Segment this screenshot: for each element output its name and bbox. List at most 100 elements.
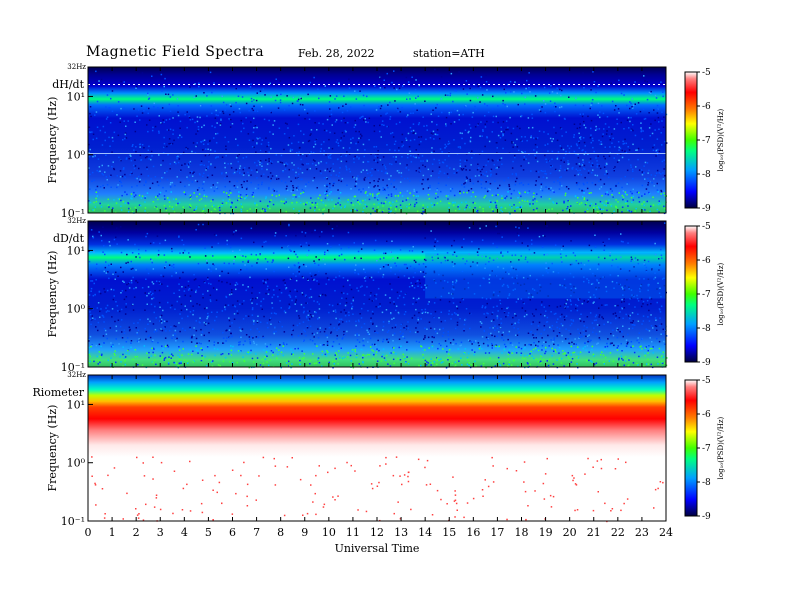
spectrogram-pixel — [245, 194, 248, 196]
spectrogram-pixel — [118, 343, 120, 345]
spectrogram-pixel — [506, 284, 509, 287]
spectrogram-pixel — [592, 272, 594, 275]
spectrogram-pixel — [149, 291, 152, 293]
spectrogram-pixel — [203, 321, 205, 324]
spectrogram-pixel — [480, 322, 483, 325]
spectrogram-pixel — [625, 339, 628, 341]
spectrogram-pixel — [88, 346, 91, 349]
spectrogram-pixel — [236, 361, 238, 364]
spectrogram-pixel — [137, 329, 140, 332]
spectrogram-pixel — [620, 355, 623, 357]
spectrogram-pixel — [650, 90, 652, 93]
spectrogram-pixel — [526, 200, 529, 203]
spectrogram-pixel — [660, 190, 663, 193]
spectrogram-pixel — [230, 162, 232, 165]
spectrogram-pixel — [545, 350, 547, 353]
spectrogram-pixel — [100, 78, 103, 81]
spectrogram-pixel — [634, 324, 636, 326]
spectrogram-pixel — [178, 178, 180, 181]
spectrogram-pixel — [488, 352, 491, 354]
spectrogram-pixel — [339, 108, 341, 110]
spectrogram-pixel — [100, 345, 102, 348]
spectrogram-pixel — [123, 332, 126, 334]
spectrogram-pixel — [449, 94, 451, 97]
spectrogram-pixel — [660, 305, 663, 307]
spectrogram-pixel — [613, 167, 615, 170]
spectrogram-pixel — [514, 154, 516, 157]
spectrogram-pixel — [341, 338, 344, 340]
spectrogram-pixel — [546, 225, 548, 227]
spectrogram-pixel — [113, 295, 115, 297]
spectrogram-pixel — [570, 303, 572, 306]
spectrogram-pixel — [123, 81, 125, 83]
spectrogram-pixel — [561, 89, 563, 92]
spectrogram-pixel — [296, 290, 298, 293]
spectrogram-pixel — [363, 104, 365, 107]
spectrogram-pixel — [283, 203, 285, 206]
spectrogram-pixel — [583, 153, 586, 156]
spectrogram-pixel — [620, 301, 623, 303]
spectrogram-pixel — [568, 151, 571, 154]
spectrogram-pixel — [289, 296, 292, 298]
spectrogram-pixel — [613, 169, 615, 172]
spectrogram-pixel — [619, 268, 622, 270]
spectrogram-pixel — [88, 353, 91, 355]
spectrogram-pixel — [579, 298, 581, 300]
spectrogram-pixel — [624, 191, 627, 193]
spectrogram-pixel — [460, 168, 463, 170]
spectrogram-pixel — [598, 264, 600, 266]
spectrogram-pixel — [327, 155, 330, 158]
spectrogram-pixel — [88, 152, 90, 154]
spectrogram-pixel — [323, 344, 325, 346]
spectrogram-pixel — [133, 296, 136, 298]
spectrogram-pixel — [576, 127, 579, 130]
spectrogram-pixel — [287, 257, 290, 260]
spectrogram-pixel — [635, 207, 637, 210]
figure-title: Magnetic Field Spectra — [86, 44, 265, 60]
spectrogram-pixel — [650, 298, 653, 300]
spectrogram-pixel — [283, 310, 286, 312]
spectrogram-pixel — [404, 357, 406, 360]
spectrogram-pixel — [396, 257, 399, 259]
spectrogram-pixel — [208, 161, 210, 163]
spectrogram-pixel — [641, 138, 644, 140]
spectrogram-pixel — [290, 250, 292, 252]
spectrogram-pixel — [549, 358, 551, 361]
spectrogram-pixel — [345, 312, 347, 314]
spectrogram-pixel — [418, 364, 420, 367]
spectrogram-pixel — [99, 186, 102, 188]
spectrogram-pixel — [139, 154, 142, 157]
spectrogram-pixel — [379, 159, 382, 161]
spectrogram-pixel — [611, 133, 613, 135]
spectrogram-pixel — [181, 286, 183, 288]
spectrogram-pixel — [88, 167, 90, 169]
spectrogram-pixel — [630, 128, 633, 131]
spectrogram-pixel — [662, 91, 664, 93]
spectrogram-pixel — [284, 122, 287, 124]
spectrogram-pixel — [373, 159, 375, 161]
spectrogram-pixel — [598, 139, 600, 142]
spectrogram-pixel — [122, 353, 124, 356]
spectrogram-pixel — [382, 164, 384, 166]
spectrogram-pixel — [270, 199, 272, 201]
spectrogram-pixel — [617, 275, 619, 277]
spectrogram-pixel — [97, 329, 99, 332]
spectrogram-pixel — [632, 195, 634, 198]
spectrogram-pixel — [330, 246, 332, 248]
spectrogram-pixel — [102, 125, 105, 128]
spectrogram-pixel — [648, 309, 650, 312]
spectrogram-pixel — [277, 178, 280, 180]
spectrogram-pixel — [371, 193, 374, 195]
spectrogram-pixel — [520, 298, 523, 300]
spectrogram-pixel — [417, 195, 419, 197]
spectrogram-pixel — [454, 89, 456, 92]
spectrogram-pixel — [483, 330, 486, 333]
spectrogram-pixel — [505, 128, 507, 131]
spectrogram-pixel — [602, 354, 605, 356]
spectrogram-pixel — [502, 331, 504, 334]
spectrogram-pixel — [95, 188, 97, 191]
spectrogram-pixel — [464, 129, 467, 131]
spectrogram-pixel — [483, 196, 485, 199]
spectrogram-pixel — [225, 340, 227, 342]
spectrogram-pixel — [563, 200, 565, 203]
